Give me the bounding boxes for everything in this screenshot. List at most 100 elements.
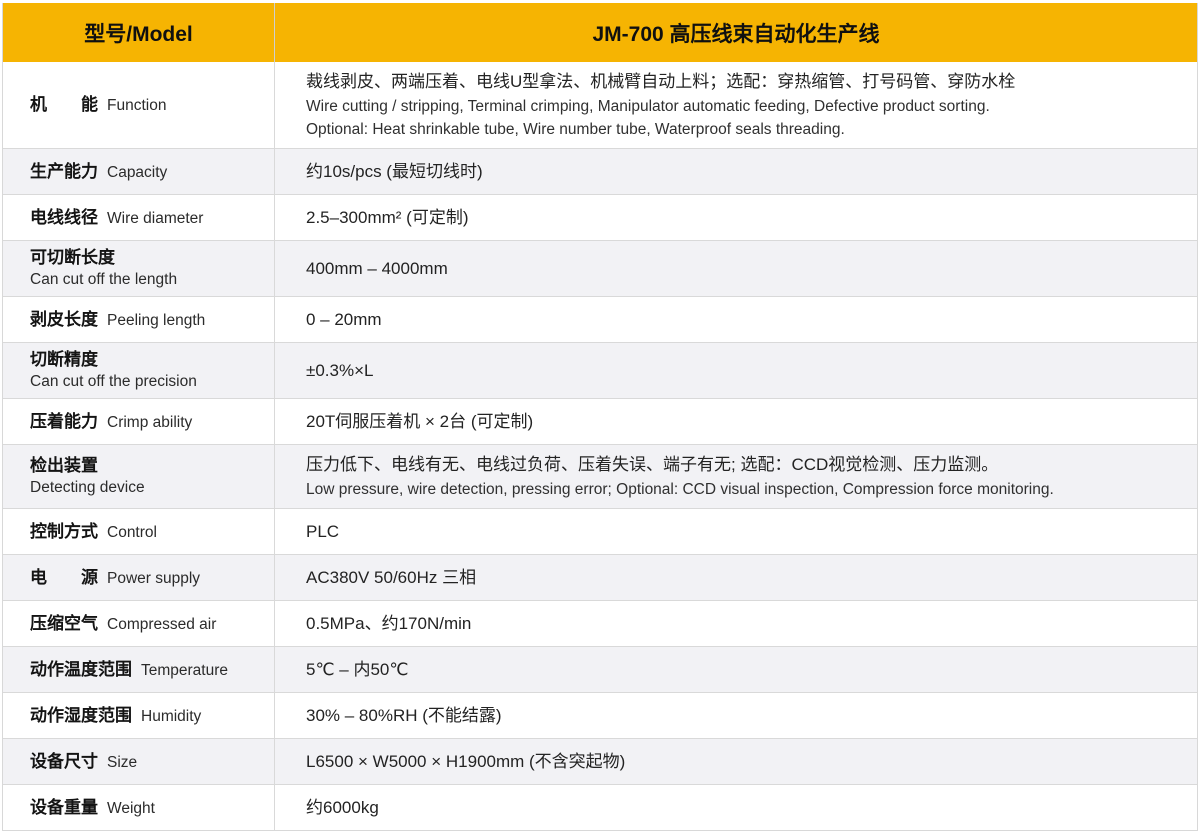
row-value-cell: PLC (275, 509, 1197, 554)
row-label-line: 电 源 Power supply (30, 567, 266, 589)
row-label-cell: 动作温度范围 Temperature Temperature (3, 647, 275, 692)
row-value-line: Optional: Heat shrinkable tube, Wire num… (306, 121, 845, 138)
row-label-en: Control (107, 523, 157, 541)
row-label-cell: 机 能 Function Function (3, 62, 275, 148)
row-label-line: 控制方式 Control (30, 521, 266, 543)
row-value-cell: 400mm – 4000mm (275, 241, 1197, 296)
row-label-zh: 生产能力 (30, 161, 98, 181)
row-value-line: AC380V 50/60Hz 三相 (306, 567, 477, 587)
row-label-cell: 压着能力 Crimp ability Crimp ability (3, 399, 275, 444)
row-value-cell: 约10s/pcs (最短切线时) (275, 149, 1197, 194)
table-row: 机 能 Function Function 裁线剥皮、两端压着、电线U型拿法、机… (3, 62, 1197, 148)
row-label-en: Power supply (107, 569, 201, 587)
table-row: 压缩空气 Compressed air Compressed air 0.5MP… (3, 600, 1197, 646)
model-label: 型号/Model (84, 22, 193, 46)
row-label-zh: 电 源 (30, 567, 98, 587)
table-row: 设备重量 Weight Weight 约6000kg (3, 784, 1197, 830)
row-value-line: Low pressure, wire detection, pressing e… (306, 481, 1054, 498)
row-label-en: Crimp ability (107, 413, 193, 431)
row-value-line: 压力低下、电线有无、电线过负荷、压着失误、端子有无; 选配：CCD视觉检测、压力… (306, 455, 999, 474)
row-label-en: Wire diameter (107, 209, 204, 227)
row-label-zh: 剥皮长度 (30, 309, 98, 329)
table-header: 型号/Model JM-700 高压线束自动化生产线 (3, 3, 1197, 62)
row-label-line: 检出装置 Detecting device (30, 455, 266, 477)
table-row: 切断精度 Can cut off the precision Can cut o… (3, 342, 1197, 398)
row-value-cell: 0.5MPa、约170N/min (275, 601, 1197, 646)
row-label-cell: 电线线径 Wire diameter Wire diameter (3, 195, 275, 240)
row-label-line: 压着能力 Crimp ability (30, 411, 266, 433)
row-label-line: 机 能 Function (30, 94, 266, 116)
row-label-line: 剥皮长度 Peeling length (30, 309, 266, 331)
row-value-line: 裁线剥皮、两端压着、电线U型拿法、机械臂自动上料；选配：穿热缩管、打号码管、穿防… (306, 72, 1016, 91)
row-label-en: Size (107, 753, 138, 771)
row-label-cell: 生产能力 Capacity Capacity (3, 149, 275, 194)
row-label-cell: 电 源 Power supply Power supply (3, 555, 275, 600)
row-label-en: Humidity (141, 707, 202, 725)
row-value-line: PLC (306, 521, 340, 541)
model-value: JM-700 高压线束自动化生产线 (592, 22, 880, 46)
row-value-cell: ±0.3%×L (275, 343, 1197, 398)
row-value-cell: 压力低下、电线有无、电线过负荷、压着失误、端子有无; 选配：CCD视觉检测、压力… (275, 445, 1197, 508)
row-label-cell: 检出装置 Detecting device Detecting device (3, 445, 275, 508)
row-label-en: Weight (107, 799, 155, 817)
row-value-line: ±0.3%×L (306, 360, 374, 380)
row-label-cell: 可切断长度 Can cut off the length Can cut off… (3, 241, 275, 296)
row-value-line: Wire cutting / stripping, Terminal crimp… (306, 98, 990, 115)
row-label-line: 电线线径 Wire diameter (30, 207, 266, 229)
row-label-cell: 切断精度 Can cut off the precision Can cut o… (3, 343, 275, 398)
row-value-cell: 30% – 80%RH (不能结露) (275, 693, 1197, 738)
row-value-line: 0.5MPa、约170N/min (306, 613, 472, 633)
table-row: 设备尺寸 Size Size L6500 × W5000 × H1900mm (… (3, 738, 1197, 784)
row-value-cell: 5℃ – 内50℃ (275, 647, 1197, 692)
row-value-line: L6500 × W5000 × H1900mm (不含突起物) (306, 751, 626, 771)
row-label-cell: 设备重量 Weight Weight (3, 785, 275, 830)
row-label-cell: 动作湿度范围 Humidity Humidity (3, 693, 275, 738)
row-label-zh: 设备重量 (30, 797, 98, 817)
row-label-en: Compressed air (107, 615, 217, 633)
row-label-zh: 电线线径 (30, 207, 98, 227)
row-value-line: 400mm – 4000mm (306, 258, 448, 278)
row-value-cell: AC380V 50/60Hz 三相 (275, 555, 1197, 600)
table-row: 检出装置 Detecting device Detecting device 压… (3, 444, 1197, 508)
row-label-line: 设备重量 Weight (30, 797, 266, 819)
row-label-zh: 压着能力 (30, 411, 98, 431)
row-label-cell: 设备尺寸 Size Size (3, 739, 275, 784)
table-row: 控制方式 Control Control PLC (3, 508, 1197, 554)
row-label-line: 动作温度范围 Temperature (30, 659, 266, 681)
row-label-en-line2: Can cut off the length (30, 271, 178, 288)
row-value-line: 约6000kg (306, 797, 379, 817)
row-value-line: 0 – 20mm (306, 309, 382, 329)
model-label-cell: 型号/Model (3, 3, 275, 62)
row-label-en: Temperature (141, 661, 229, 679)
table-row: 电线线径 Wire diameter Wire diameter 2.5–300… (3, 194, 1197, 240)
table-row: 生产能力 Capacity Capacity 约10s/pcs (最短切线时) (3, 148, 1197, 194)
table-row: 动作温度范围 Temperature Temperature 5℃ – 内50℃ (3, 646, 1197, 692)
table-row: 电 源 Power supply Power supply AC380V 50/… (3, 554, 1197, 600)
row-label-zh: 检出装置 (30, 456, 98, 475)
row-label-en-line2: Can cut off the precision (30, 373, 197, 390)
row-label-cell: 控制方式 Control Control (3, 509, 275, 554)
row-label-line: 设备尺寸 Size (30, 751, 266, 773)
row-label-en: Capacity (107, 163, 168, 181)
row-label-zh: 切断精度 (30, 350, 98, 369)
row-label-zh: 设备尺寸 (30, 751, 98, 771)
row-label-line: 动作湿度范围 Humidity (30, 705, 266, 727)
row-label-zh: 压缩空气 (30, 613, 98, 633)
row-value-line: 30% – 80%RH (不能结露) (306, 705, 502, 725)
row-value-cell: L6500 × W5000 × H1900mm (不含突起物) (275, 739, 1197, 784)
row-value-line: 5℃ – 内50℃ (306, 659, 409, 679)
row-label-zh: 动作温度范围 (30, 659, 132, 679)
row-label-cell: 剥皮长度 Peeling length Peeling length (3, 297, 275, 342)
row-label-en: Function (107, 97, 167, 114)
row-label-zh: 机 能 (30, 95, 98, 114)
table-row: 压着能力 Crimp ability Crimp ability 20T伺服压着… (3, 398, 1197, 444)
row-label-en: Peeling length (107, 311, 206, 329)
row-label-en-line2: Detecting device (30, 479, 145, 496)
table-row: 动作湿度范围 Humidity Humidity 30% – 80%RH (不能… (3, 692, 1197, 738)
table-body: 机 能 Function Function 裁线剥皮、两端压着、电线U型拿法、机… (3, 62, 1197, 830)
spec-table: 型号/Model JM-700 高压线束自动化生产线 机 能 Function … (2, 3, 1198, 831)
row-value-line: 约10s/pcs (最短切线时) (306, 161, 483, 181)
row-value-cell: 20T伺服压着机 × 2台 (可定制) (275, 399, 1197, 444)
row-value-line: 20T伺服压着机 × 2台 (可定制) (306, 411, 534, 431)
row-label-zh: 可切断长度 (30, 248, 115, 267)
